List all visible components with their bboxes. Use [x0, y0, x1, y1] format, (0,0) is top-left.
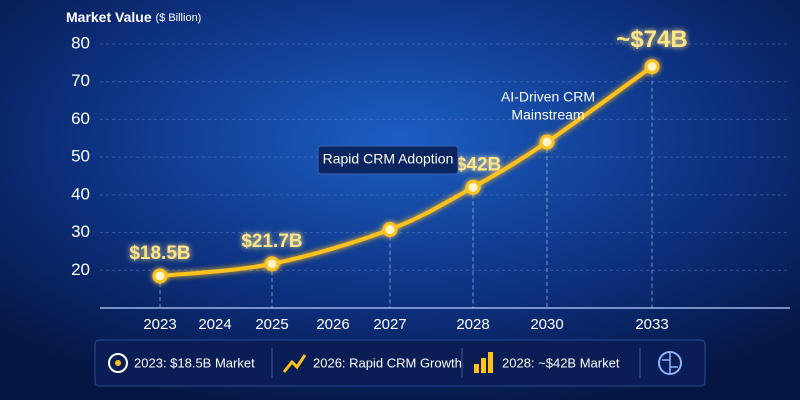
- point: [465, 179, 481, 195]
- value-label: $18.5B: [129, 243, 190, 264]
- x-tick-label: 2026: [316, 316, 349, 333]
- x-tick-label: 2024: [198, 316, 231, 333]
- value-label: ~$74B: [616, 26, 687, 53]
- annotation: AI-Driven CRM: [501, 89, 595, 105]
- x-tick-label: 2028: [456, 316, 489, 333]
- y-tick-label: 70: [71, 71, 90, 90]
- annotation-box: [317, 145, 459, 175]
- x-tick-label: 2025: [255, 316, 288, 333]
- x-tick-label: 2023: [143, 316, 176, 333]
- y-axis-unit: ($ Billion): [156, 12, 202, 24]
- target-icon: [115, 360, 121, 366]
- point: [644, 59, 660, 75]
- value-label: ~$42B: [445, 154, 502, 175]
- y-tick-label: 30: [71, 222, 90, 241]
- highlight: 2026: Rapid CRM Growth: [313, 355, 462, 370]
- y-tick-label: 50: [71, 147, 90, 166]
- bars-icon: [474, 364, 479, 373]
- x-tick-label: 2033: [635, 316, 668, 333]
- brain-icon: [662, 353, 678, 373]
- y-axis-title: Market Value ($ Billion): [66, 9, 201, 25]
- y-tick-label: 80: [71, 33, 90, 52]
- target-icon: [108, 353, 128, 373]
- highlight: 2023: $18.5B Market: [134, 355, 255, 370]
- bars-icon: [481, 358, 486, 373]
- line: [159, 65, 654, 278]
- y-axis-title-main: Market Value: [66, 9, 152, 25]
- point: [264, 256, 280, 272]
- point: [382, 222, 398, 238]
- y-tick-label: 20: [71, 260, 90, 279]
- point: [539, 134, 555, 150]
- x-tick-label: 2027: [373, 316, 406, 333]
- bars-icon: [488, 352, 493, 373]
- highlight-strip: 2023: $18.5B Market 2026: Rapid CRM Grow…: [94, 339, 706, 387]
- annotation-ai: AI-Driven CRM Mainstream: [501, 89, 595, 123]
- x-tick-label: 2030: [530, 316, 563, 333]
- y-tick-label: 60: [71, 109, 90, 128]
- plot: $18.5B $21.7B ~$42B ~$74B: [129, 26, 688, 284]
- strip-box: [94, 339, 706, 387]
- growth-icon: [282, 354, 307, 373]
- value-label: $21.7B: [241, 231, 302, 252]
- annotation-rapid: Rapid CRM Adoption: [317, 145, 459, 175]
- brain-icon: [658, 351, 682, 375]
- highlight: 2028: ~$42B Market: [502, 355, 620, 370]
- point: [152, 268, 168, 284]
- y-tick-label: 40: [71, 184, 90, 203]
- annotation: Rapid CRM Adoption: [323, 151, 454, 167]
- annotation: Mainstream: [511, 107, 584, 123]
